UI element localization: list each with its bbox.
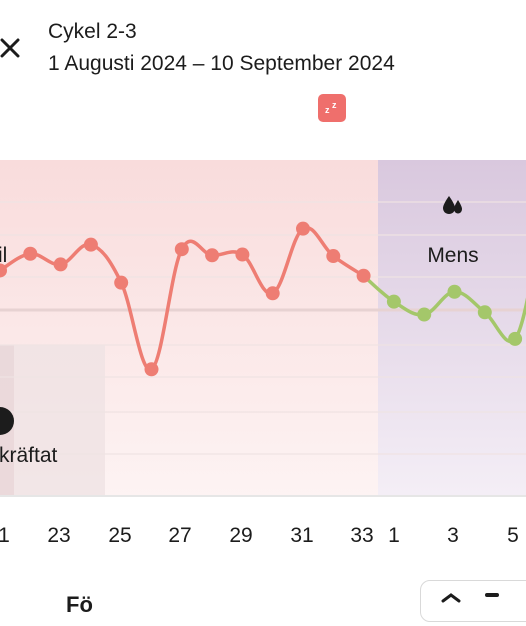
info-dot-icon[interactable] [0,407,14,435]
x-tick-label: 3 [447,524,459,547]
confirmed-band [0,345,105,496]
x-tick-label: 31 [290,524,313,547]
temperature-point[interactable] [144,362,159,377]
x-tick-label: 5 [507,524,519,547]
x-tick-label: 27 [168,524,191,547]
sleep-zz-icon: z z [325,100,337,115]
bottom-section-label: Fö [66,592,93,617]
svg-text:z: z [332,100,337,110]
chart-gridlines [0,201,526,455]
temperature-point[interactable] [174,242,189,257]
cycle-date-range: 1 Augusti 2024 – 10 September 2024 [48,52,395,75]
x-tick-label: 25 [108,524,131,547]
temperature-point[interactable] [508,331,523,346]
chart-view-toggle[interactable] [420,580,526,622]
temperature-point[interactable] [205,248,220,263]
close-icon [0,38,20,58]
left-partial-label: il [0,244,7,267]
temperature-point[interactable] [114,275,129,290]
x-tick-label: 33 [350,524,373,547]
temperature-point[interactable] [265,286,280,301]
temperature-point[interactable] [326,249,341,264]
temperature-point[interactable] [53,257,68,272]
x-tick-label: 1 [0,524,10,547]
temperature-point[interactable] [0,263,7,278]
temperature-chart: Mens il kräftat 1 23 25 27 29 31 33 1 3 5 [0,160,526,547]
confirmed-label: kräftat [0,444,58,467]
svg-text:z: z [325,105,330,115]
x-tick-label: 1 [388,524,400,547]
temperature-point[interactable] [447,284,462,299]
x-tick-label: 29 [229,524,252,547]
temperature-point[interactable] [83,237,98,252]
close-button[interactable] [0,28,26,68]
temperature-point[interactable] [296,221,310,236]
cycle-title: Cykel 2-3 [48,20,137,43]
menstruation-band [378,160,526,496]
blood-drops-icon [443,196,462,214]
temperature-point[interactable] [235,247,250,262]
temperature-point[interactable] [477,305,492,320]
temperature-point[interactable] [23,246,38,261]
sleep-badge[interactable]: z z [318,94,346,122]
x-tick-label: 23 [47,524,70,547]
temperature-points [0,221,523,377]
temperature-point[interactable] [417,307,432,322]
line-chart-icon [441,593,499,603]
temperature-point[interactable] [386,294,401,309]
menstruation-label: Mens [427,244,478,267]
temperature-point[interactable] [356,268,371,283]
x-axis-tick-labels: 1 23 25 27 29 31 33 1 3 5 [0,524,519,547]
